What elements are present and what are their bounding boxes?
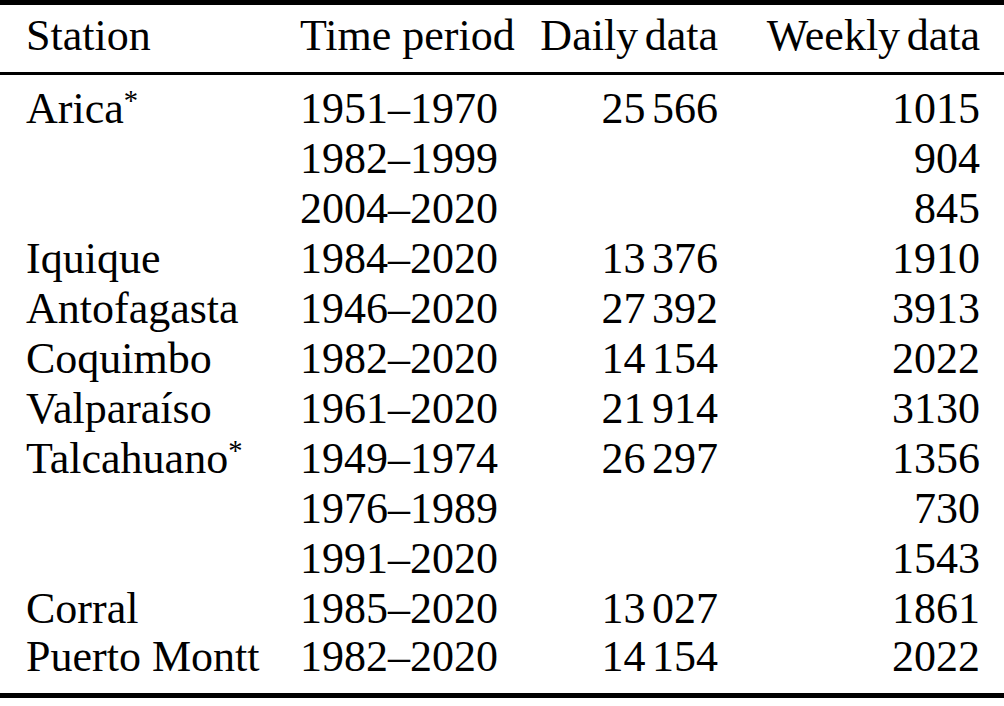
table-row: Iquique 1984–2020 13 376 1910: [0, 234, 1004, 284]
table-row: Corral 1985–2020 13 027 1861: [0, 584, 1004, 634]
table-row: Valparaíso 1961–2020 21 914 3130: [0, 384, 1004, 434]
table-row: Arica* 1951–1970 25 566 1015: [0, 74, 1004, 134]
station-cell: Valparaíso: [0, 384, 274, 434]
table-row: 1991–2020 1543: [0, 534, 1004, 584]
weekly-data-cell: 2022: [718, 634, 1004, 696]
table-row: Coquimbo 1982–2020 14 154 2022: [0, 334, 1004, 384]
station-cell: [0, 534, 274, 584]
weekly-data-cell: 845: [718, 184, 1004, 234]
table-row: 2004–2020 845: [0, 184, 1004, 234]
paper-table-page: Station Time period Daily data Weekly da…: [0, 0, 1004, 706]
station-name: Antofagasta: [26, 284, 239, 333]
weekly-data-cell: 730: [718, 484, 1004, 534]
station-name: Talcahuano: [26, 434, 228, 483]
station-data-table: Station Time period Daily data Weekly da…: [0, 0, 1004, 698]
station-name: Corral: [26, 584, 138, 633]
table-header: Station Time period Daily data Weekly da…: [0, 3, 1004, 74]
header-time-period: Time period: [274, 3, 524, 74]
weekly-data-cell: 3130: [718, 384, 1004, 434]
station-cell: Talcahuano*: [0, 434, 274, 484]
table-row: 1982–1999 904: [0, 134, 1004, 184]
time-period-cell: 2004–2020: [274, 184, 524, 234]
station-cell: Corral: [0, 584, 274, 634]
time-period-cell: 1982–2020: [274, 334, 524, 384]
time-period-cell: 1961–2020: [274, 384, 524, 434]
weekly-data-cell: 1015: [718, 74, 1004, 134]
time-period-cell: 1951–1970: [274, 74, 524, 134]
daily-data-cell: 13 376: [524, 234, 718, 284]
time-period-cell: 1985–2020: [274, 584, 524, 634]
station-name: Puerto Montt: [26, 632, 259, 681]
station-cell: [0, 134, 274, 184]
daily-data-cell: 21 914: [524, 384, 718, 434]
time-period-cell: 1991–2020: [274, 534, 524, 584]
station-asterisk: *: [124, 85, 138, 116]
daily-data-cell: [524, 134, 718, 184]
header-row: Station Time period Daily data Weekly da…: [0, 3, 1004, 74]
time-period-cell: 1976–1989: [274, 484, 524, 534]
time-period-cell: 1946–2020: [274, 284, 524, 334]
station-name: Coquimbo: [26, 334, 212, 383]
weekly-data-cell: 1543: [718, 534, 1004, 584]
daily-data-cell: [524, 484, 718, 534]
daily-data-cell: 27 392: [524, 284, 718, 334]
station-cell: Iquique: [0, 234, 274, 284]
daily-data-cell: 14 154: [524, 634, 718, 696]
daily-data-cell: 13 027: [524, 584, 718, 634]
station-cell: Arica*: [0, 74, 274, 134]
table-row: Puerto Montt 1982–2020 14 154 2022: [0, 634, 1004, 696]
station-asterisk: *: [228, 435, 242, 466]
table-row: Antofagasta 1946–2020 27 392 3913: [0, 284, 1004, 334]
weekly-data-cell: 3913: [718, 284, 1004, 334]
time-period-cell: 1982–2020: [274, 634, 524, 696]
weekly-data-cell: 1910: [718, 234, 1004, 284]
header-station: Station: [0, 3, 274, 74]
station-cell: [0, 484, 274, 534]
daily-data-cell: 25 566: [524, 74, 718, 134]
station-name: Arica: [26, 84, 124, 133]
station-cell: Puerto Montt: [0, 634, 274, 696]
header-daily-data: Daily data: [524, 3, 718, 74]
station-cell: [0, 184, 274, 234]
station-cell: Coquimbo: [0, 334, 274, 384]
table-row: Talcahuano* 1949–1974 26 297 1356: [0, 434, 1004, 484]
weekly-data-cell: 2022: [718, 334, 1004, 384]
weekly-data-cell: 904: [718, 134, 1004, 184]
daily-data-cell: 14 154: [524, 334, 718, 384]
daily-data-cell: [524, 184, 718, 234]
daily-data-cell: [524, 534, 718, 584]
time-period-cell: 1949–1974: [274, 434, 524, 484]
table-row: 1976–1989 730: [0, 484, 1004, 534]
daily-data-cell: 26 297: [524, 434, 718, 484]
table-body: Arica* 1951–1970 25 566 1015 1982–1999 9…: [0, 74, 1004, 696]
station-name: Iquique: [26, 234, 160, 283]
weekly-data-cell: 1356: [718, 434, 1004, 484]
weekly-data-cell: 1861: [718, 584, 1004, 634]
station-name: Valparaíso: [26, 384, 212, 433]
header-weekly-data: Weekly data: [718, 3, 1004, 74]
time-period-cell: 1982–1999: [274, 134, 524, 184]
time-period-cell: 1984–2020: [274, 234, 524, 284]
station-cell: Antofagasta: [0, 284, 274, 334]
